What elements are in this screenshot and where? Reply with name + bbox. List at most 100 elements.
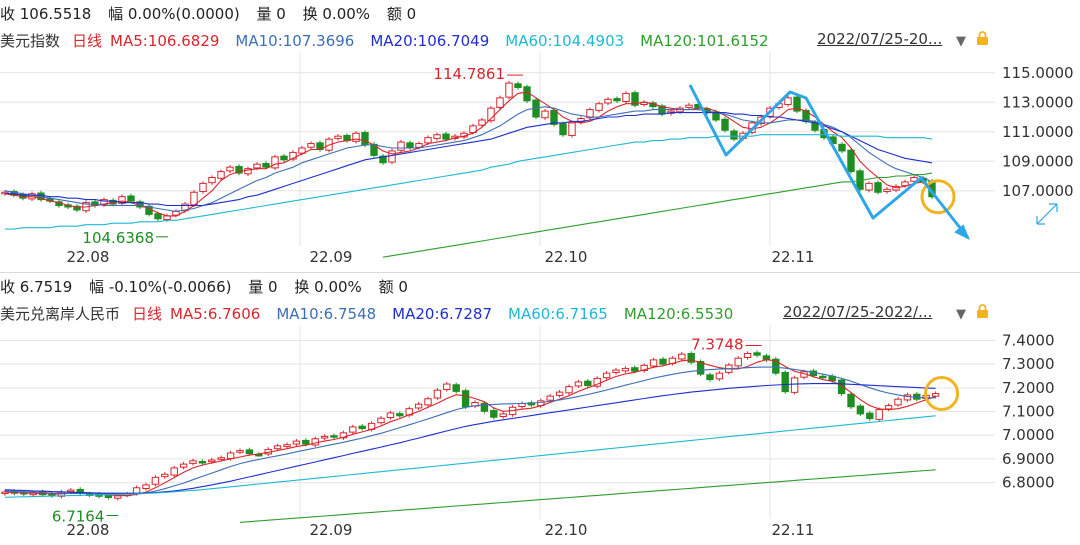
dollar-index-stats: 收 106.5518 幅 0.00%(0.0000) 量 0 换 0.00% 额… [0,3,428,27]
candle-body [514,83,522,89]
x-tick-label: 22.10 [545,248,588,266]
candle-body [659,358,667,365]
candle-body [793,96,801,112]
date-range[interactable]: 2022/07/25-20... [817,30,943,48]
candle-body [199,182,207,193]
candle-body [280,155,288,161]
volume-stat: 量 0 [256,5,286,23]
candle-body [442,133,450,140]
candle-body [104,495,113,499]
candle-body [574,381,583,387]
candle-body [819,375,827,379]
y-tick-label: 7.1000 [1002,403,1055,421]
change-stat: 幅 0.00%(0.0000) [108,5,240,23]
candle-body [678,353,686,360]
candle-body [837,379,846,395]
min-price-label: 6.7164 [52,508,105,526]
y-tick-label: 113.0000 [1002,93,1074,111]
candle-body [811,121,819,131]
candle-body [866,412,874,420]
usdcnh-stats: 收 6.7519 幅 -0.10%(-0.0066) 量 0 换 0.00% 额… [0,276,420,300]
candle-body [894,398,902,406]
candle-body [334,135,342,139]
ma-line-ma10 [4,366,936,495]
candle-body [271,156,279,169]
trend-arrow-head [954,224,970,241]
candle-body [118,196,126,204]
candle-body [546,395,554,401]
ma120-label: MA120:101.6152 [640,32,769,50]
candle-body [784,97,792,105]
highlight-circle [920,179,956,215]
ma-line-ma5 [4,359,936,497]
candle-body [753,352,761,356]
ma-line-ma60 [5,134,933,230]
candle-body [67,489,75,493]
x-tick-label: 22.08 [67,248,110,266]
candle-body [179,463,188,468]
candle-body [621,367,630,372]
candle-body [721,118,729,131]
highlight-circle [924,376,960,412]
dollar-index-panel: 收 106.5518 幅 0.00%(0.0000) 量 0 换 0.00% 额… [0,0,1080,272]
volume-stat: 量 0 [248,278,278,296]
candle-body [189,460,197,464]
candle-body [349,426,357,433]
instrument-name: 美元兑离岸人民币 [0,305,121,323]
candle-body [320,435,329,439]
candle-body [208,459,216,463]
period-label[interactable]: 日线 [132,305,163,323]
candle-body [424,137,432,144]
candle-body [151,476,160,485]
candle-body [262,163,270,168]
expand-icon [1036,203,1058,225]
candle-body [715,372,724,380]
lock-icon[interactable] [976,304,989,319]
candle-body [856,405,865,415]
period-label[interactable]: 日线 [72,32,103,50]
candle-body [154,213,162,220]
triangle-down-icon[interactable]: ▼ [956,307,966,322]
candle-body [198,461,207,464]
candle-body [847,393,855,408]
ma60-label: MA60:6.7165 [508,305,608,323]
max-price-label: 7.3748 [691,336,744,354]
candle-body [559,123,567,136]
candle-body [631,92,639,106]
dollar-index-ma-legend: 美元指数 日线 MA5:106.6829 MA10:107.3696 MA20:106.… [0,30,942,54]
ma5-label: MA5:6.7606 [170,305,261,323]
candle-body [292,440,301,445]
candle-body [685,104,693,108]
triangle-down-icon[interactable]: ▼ [956,34,966,49]
candle-body [568,122,576,136]
candle-body [253,163,261,169]
dollar-index-chart: 115.0000 113.0000 111.0000 109.0000 107.0000… [0,52,1074,266]
min-price-label: 104.6368 [82,229,154,247]
candle-body [649,359,658,367]
y-tick-label: 6.9000 [1002,450,1055,468]
ma120-label: MA120:6.5530 [623,305,734,323]
candle-body [397,141,405,151]
candle-body [593,377,601,387]
candle-body [743,353,752,359]
candle-body [388,150,396,163]
candle-body [406,142,414,149]
candle-body [236,450,244,453]
candle-body [781,371,789,393]
candle-body [226,452,235,459]
candle-body [100,199,108,206]
candle-body [595,103,603,111]
x-tick-label: 22.11 [772,248,815,266]
change-stat: 幅 -0.10%(-0.0066) [89,278,232,296]
candle-body [114,495,122,499]
date-range[interactable]: 2022/07/25-2022/... [783,303,933,321]
candle-body [586,109,594,119]
candle-body [541,110,549,119]
max-price-label: 114.7861 [433,65,505,83]
lock-icon[interactable] [976,31,989,46]
candle-body [487,107,495,122]
candle-body [142,484,150,490]
turnover-stat: 换 0.00% [302,5,371,23]
candle-body [631,367,639,372]
candle-body [433,389,442,399]
